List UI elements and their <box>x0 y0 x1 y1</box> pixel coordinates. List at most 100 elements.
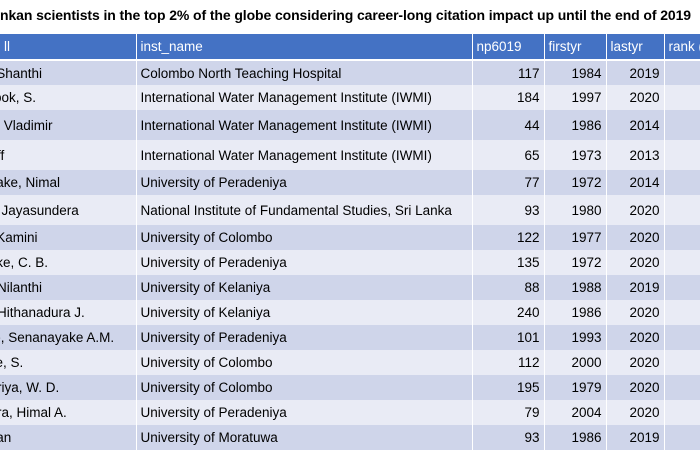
header-inst-name: inst_name <box>136 34 473 61</box>
header-firstyr: firstyr <box>544 34 607 61</box>
cell-name: eoff <box>0 140 137 170</box>
cell-inst-name: University of Kelaniya <box>136 275 473 300</box>
cell-name: tin, Vladimir <box>0 110 137 140</box>
cell-np6019: 240 <box>472 300 545 325</box>
cell-np6019: 122 <box>472 225 545 250</box>
cell-np6019: 184 <box>472 85 545 110</box>
cell-np6019: 117 <box>472 60 545 85</box>
cell-np6019: 77 <box>472 170 545 195</box>
cell-firstyr: 2000 <box>544 350 607 375</box>
cell-lastyr: 2020 <box>606 325 665 350</box>
cell-np6019: 101 <box>472 325 545 350</box>
table-row: yake, C. B.University of Peradeniya13519… <box>0 250 700 275</box>
cell-name: kse, S. <box>0 350 137 375</box>
cell-firstyr: 1986 <box>544 110 607 140</box>
cell-lastyr: 2013 <box>606 140 665 170</box>
cell-inst-name: University of Colombo <box>136 225 473 250</box>
cell-firstyr: 1972 <box>544 250 607 275</box>
cell-name: ayake, Nimal <box>0 170 137 195</box>
header-rank: rank ( <box>664 34 700 61</box>
header-name: ll <box>0 34 137 61</box>
cell-np6019: 195 <box>472 375 545 400</box>
cell-np6019: 65 <box>472 140 545 170</box>
cell-inst-name: University of Moratuwa <box>136 425 473 450</box>
cell-name: s, Kamini <box>0 225 137 250</box>
cell-rank: 1 <box>664 195 700 225</box>
header-np6019: np6019 <box>472 34 545 61</box>
cell-np6019: 135 <box>472 250 545 275</box>
cell-inst-name: University of Peradeniya <box>136 250 473 275</box>
cell-rank: 1 <box>664 250 700 275</box>
cell-np6019: 88 <box>472 275 545 300</box>
cell-inst-name: University of Peradeniya <box>136 325 473 350</box>
cell-name: ra, Jayasundera <box>0 195 137 225</box>
cell-rank: 1 <box>664 275 700 300</box>
cell-lastyr: 2020 <box>606 400 665 425</box>
table-row: brook, S.International Water Management … <box>0 85 700 110</box>
cell-rank: 2 <box>664 350 700 375</box>
cell-rank: 2 <box>664 400 700 425</box>
cell-np6019: 44 <box>472 110 545 140</box>
cell-firstyr: 1972 <box>544 170 607 195</box>
cell-firstyr: 1980 <box>544 195 607 225</box>
cell-lastyr: 2014 <box>606 110 665 140</box>
cell-lastyr: 2020 <box>606 250 665 275</box>
cell-rank <box>664 60 700 85</box>
cell-rank <box>664 85 700 110</box>
cell-rank <box>664 110 700 140</box>
cell-lastyr: 2019 <box>606 425 665 450</box>
cell-np6019: 79 <box>472 400 545 425</box>
cell-rank: 1 <box>664 300 700 325</box>
cell-np6019: 93 <box>472 425 545 450</box>
table-row: kse, S.University of Colombo112200020202 <box>0 350 700 375</box>
table-row: eera, Himal A.University of Peradeniya79… <box>0 400 700 425</box>
table-row: tne, Senanayake A.M.University of Perade… <box>0 325 700 350</box>
cell-inst-name: International Water Management Institute… <box>136 140 473 170</box>
cell-name: yake, C. B. <box>0 250 137 275</box>
cell-rank: 2 <box>664 425 700 450</box>
cell-firstyr: 2004 <box>544 400 607 425</box>
cell-np6019: 93 <box>472 195 545 225</box>
cell-lastyr: 2019 <box>606 60 665 85</box>
cell-name: riyan <box>0 425 137 450</box>
citation-table: ll inst_name np6019 firstyr lastyr rank … <box>0 34 700 450</box>
cell-lastyr: 2020 <box>606 350 665 375</box>
cell-firstyr: 1977 <box>544 225 607 250</box>
cell-firstyr: 1986 <box>544 425 607 450</box>
cell-rank: 1 <box>664 325 700 350</box>
cell-name: brook, S. <box>0 85 137 110</box>
table-row: riyanUniversity of Moratuwa93198620192 <box>0 425 700 450</box>
header-row: ll inst_name np6019 firstyr lastyr rank … <box>0 34 700 61</box>
cell-inst-name: University of Peradeniya <box>136 400 473 425</box>
cell-lastyr: 2020 <box>606 375 665 400</box>
cell-rank: 2 <box>664 375 700 400</box>
header-lastyr: lastyr <box>606 34 665 61</box>
cell-firstyr: 1997 <box>544 85 607 110</box>
cell-firstyr: 1973 <box>544 140 607 170</box>
cell-name: eera, Himal A. <box>0 400 137 425</box>
cell-name: s, Shanthi <box>0 60 137 85</box>
cell-name: a, Hithanadura J. <box>0 300 137 325</box>
cell-name: a, Nilanthi <box>0 275 137 300</box>
cell-inst-name: Colombo North Teaching Hospital <box>136 60 473 85</box>
cell-lastyr: 2019 <box>606 275 665 300</box>
cell-name: ooriya, W. D. <box>0 375 137 400</box>
cell-name: tne, Senanayake A.M. <box>0 325 137 350</box>
cell-lastyr: 2020 <box>606 195 665 225</box>
cell-inst-name: University of Colombo <box>136 375 473 400</box>
cell-rank: 1 <box>664 140 700 170</box>
cell-inst-name: National Institute of Fundamental Studie… <box>136 195 473 225</box>
cell-np6019: 112 <box>472 350 545 375</box>
table-title: nkan scientists in the top 2% of the glo… <box>0 7 691 23</box>
cell-firstyr: 1986 <box>544 300 607 325</box>
cell-rank: 1 <box>664 225 700 250</box>
cell-lastyr: 2020 <box>606 225 665 250</box>
table-row: eoffInternational Water Management Insti… <box>0 140 700 170</box>
cell-inst-name: University of Peradeniya <box>136 170 473 195</box>
cell-inst-name: International Water Management Institute… <box>136 110 473 140</box>
cell-firstyr: 1984 <box>544 60 607 85</box>
